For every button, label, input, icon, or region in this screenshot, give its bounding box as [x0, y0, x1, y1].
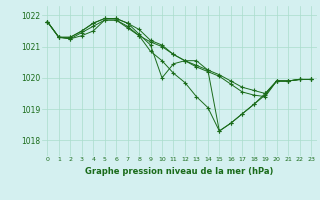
X-axis label: Graphe pression niveau de la mer (hPa): Graphe pression niveau de la mer (hPa) — [85, 167, 273, 176]
